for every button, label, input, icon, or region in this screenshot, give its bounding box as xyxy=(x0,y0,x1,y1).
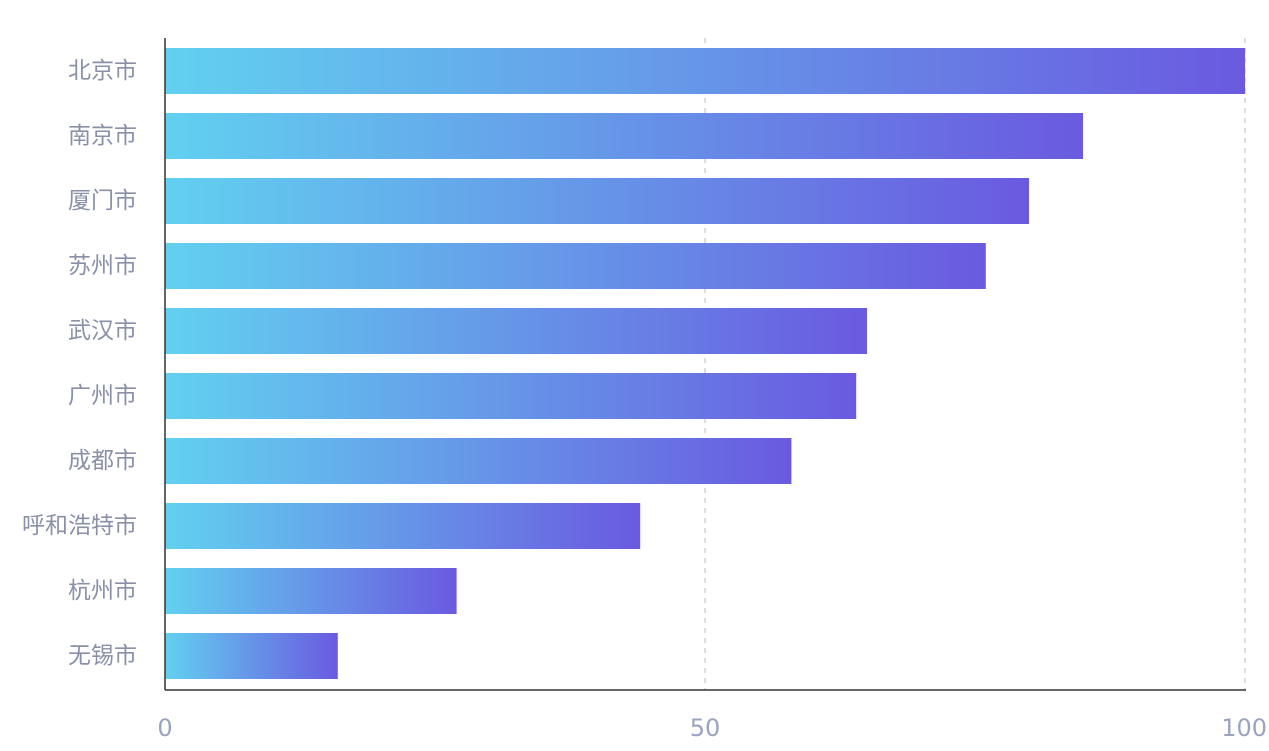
category-label-6: 成都市 xyxy=(68,448,137,474)
category-label-7: 呼和浩特市 xyxy=(22,513,137,539)
tick-label-2: 100 xyxy=(1221,714,1267,742)
bar-1 xyxy=(165,113,1083,159)
category-label-3: 苏州市 xyxy=(68,253,137,279)
bar-8 xyxy=(165,568,457,614)
tick-label-layer: 0 50 100 xyxy=(157,714,1267,742)
bar-9 xyxy=(165,633,338,679)
tick-label-1: 50 xyxy=(690,714,721,742)
category-label-8: 杭州市 xyxy=(68,578,137,604)
category-label-4: 武汉市 xyxy=(68,318,137,344)
bar-0 xyxy=(165,48,1245,94)
bar-3 xyxy=(165,243,986,289)
grid-layer xyxy=(704,38,1246,690)
tick-label-0: 0 xyxy=(157,714,172,742)
bar-7 xyxy=(165,503,641,549)
bar-2 xyxy=(165,178,1029,224)
bar-5 xyxy=(165,373,857,419)
category-label-1: 南京市 xyxy=(68,123,137,149)
category-label-0: 北京市 xyxy=(68,58,137,84)
bar-layer xyxy=(165,48,1245,679)
bar-6 xyxy=(165,438,792,484)
category-label-2: 厦门市 xyxy=(68,188,137,214)
category-label-5: 广州市 xyxy=(68,383,137,409)
category-label-9: 无锡市 xyxy=(68,643,137,669)
axis-layer xyxy=(164,38,1246,691)
bar-4 xyxy=(165,308,867,354)
